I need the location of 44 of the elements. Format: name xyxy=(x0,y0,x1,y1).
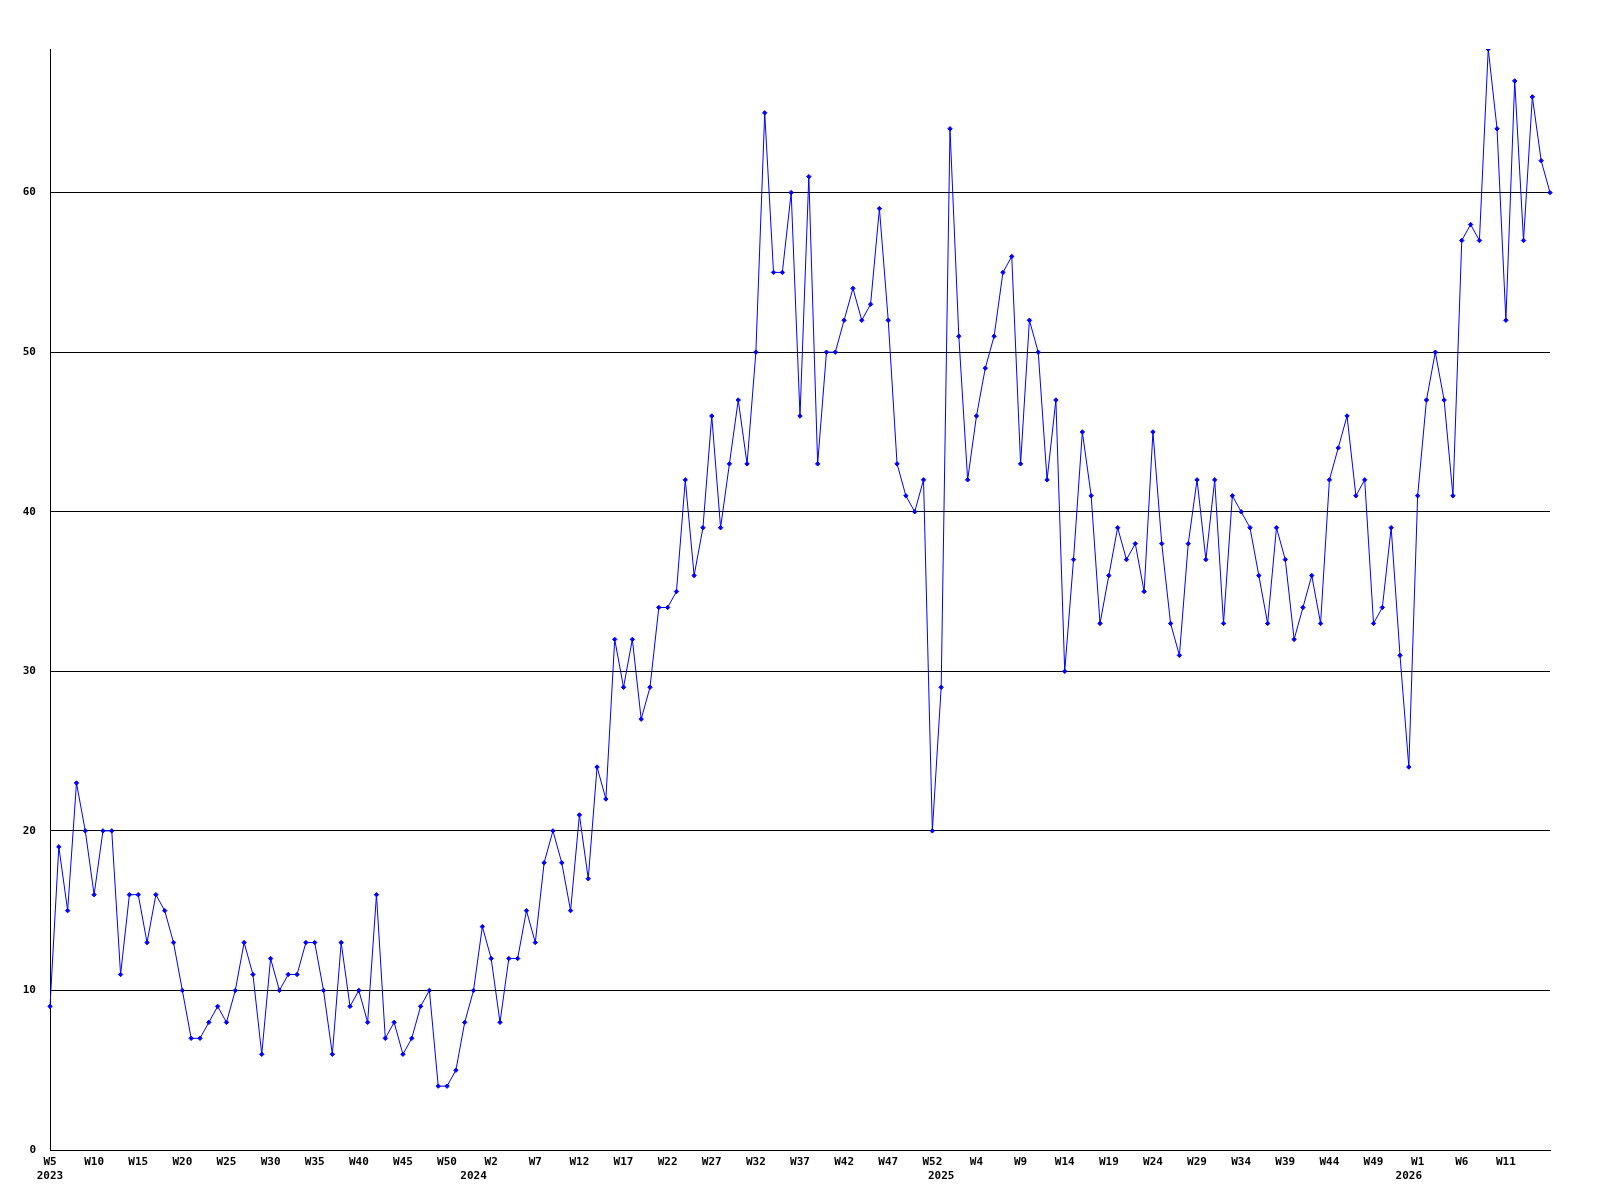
x-tick-label: W34 xyxy=(1231,1155,1252,1169)
x-tick-label: W2 xyxy=(484,1155,498,1169)
x-tick-label: W45 xyxy=(393,1155,413,1169)
x-tick-label: W47 xyxy=(878,1155,899,1169)
x-tick-label: W17 xyxy=(613,1155,634,1169)
x-tick-label: 2026 xyxy=(1395,1168,1423,1182)
x-tick-label: W29 xyxy=(1187,1155,1207,1169)
y-tick-label: 30 xyxy=(22,664,36,678)
x-tick-label: W6 xyxy=(1455,1155,1469,1169)
x-tick-label: W10 xyxy=(84,1155,105,1169)
y-tick-label: 50 xyxy=(22,345,36,359)
y-tick-label: 10 xyxy=(22,983,36,997)
x-tick-label: W11 xyxy=(1495,1155,1517,1169)
x-tick-label: W37 xyxy=(790,1155,810,1169)
x-tick-label: W27 xyxy=(701,1155,722,1169)
x-tick-label: W14 xyxy=(1054,1155,1076,1169)
x-tick-label: W50 xyxy=(437,1155,457,1169)
x-tick-label: W9 xyxy=(1013,1155,1028,1169)
x-tick-label: W35 xyxy=(304,1155,325,1169)
x-tick-label: W25 xyxy=(216,1155,237,1169)
x-tick-label: W39 xyxy=(1275,1155,1296,1169)
x-tick-label: W22 xyxy=(657,1155,678,1169)
x-tick-label: W20 xyxy=(172,1155,193,1169)
x-tick-label: 2024 xyxy=(460,1168,488,1182)
y-tick-label: 60 xyxy=(22,185,36,199)
x-tick-label: W44 xyxy=(1319,1155,1340,1169)
x-tick-label: W19 xyxy=(1098,1155,1119,1169)
x-tick-label: W5 2023 xyxy=(36,1155,64,1182)
x-tick-label: W49 xyxy=(1363,1155,1384,1169)
y-tick-label: 40 xyxy=(22,504,36,518)
x-tick-label: W32 xyxy=(745,1155,766,1169)
x-tick-label: W4 xyxy=(969,1155,984,1169)
x-tick-label: W1 xyxy=(1411,1155,1425,1169)
x-tick-label: W52 xyxy=(922,1155,943,1169)
x-tick-label: W42 xyxy=(834,1155,855,1169)
x-tick-label: W7 xyxy=(528,1155,542,1169)
y-tick-label: 0 xyxy=(29,1142,36,1156)
x-tick-label: W30 xyxy=(260,1155,281,1169)
x-tick-label: W24 xyxy=(1143,1155,1164,1169)
x-tick-label: W40 xyxy=(348,1155,369,1169)
y-tick-label: 20 xyxy=(22,823,36,837)
x-tick-label: W15 xyxy=(128,1155,149,1169)
x-tick-label: W12 xyxy=(569,1155,590,1169)
x-tick-label: 2025 xyxy=(927,1168,955,1182)
